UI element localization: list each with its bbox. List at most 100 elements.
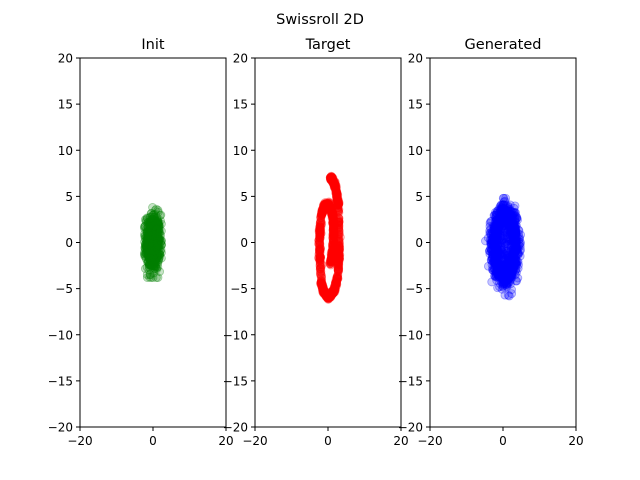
- scatter-point: [333, 259, 343, 268]
- scatter-point: [509, 254, 519, 263]
- scatter-point: [334, 240, 344, 250]
- scatter-point: [492, 257, 502, 267]
- scatter-point: [151, 240, 161, 250]
- scatter-point: [504, 264, 514, 273]
- scatter-point: [151, 217, 161, 227]
- scatter-point: [143, 245, 153, 255]
- scatter-point: [490, 229, 500, 239]
- scatter-point: [334, 251, 344, 261]
- scatter-point: [486, 240, 496, 250]
- scatter-point: [488, 249, 498, 259]
- scatter-point: [319, 201, 328, 211]
- scatter-point: [318, 285, 328, 294]
- scatter-point: [149, 247, 159, 257]
- scatter-point: [511, 234, 521, 244]
- scatter-point: [326, 173, 336, 183]
- scatter-point: [492, 243, 501, 252]
- scatter-point: [150, 237, 160, 247]
- y-tick-label: −10: [398, 328, 423, 342]
- scatter-point: [508, 234, 518, 244]
- scatter-point: [147, 217, 157, 227]
- scatter-point: [148, 214, 157, 224]
- scatter-point: [321, 203, 330, 213]
- scatter-point: [322, 200, 332, 210]
- scatter-point: [145, 222, 155, 232]
- scatter-point: [492, 268, 501, 278]
- scatter-point: [144, 253, 154, 263]
- scatter-point: [329, 288, 339, 298]
- scatter-point: [332, 274, 342, 284]
- scatter-point: [148, 233, 158, 243]
- scatter-point: [326, 255, 335, 265]
- scatter-point: [505, 255, 515, 265]
- x-tick-label: 0: [499, 434, 507, 448]
- scatter-point: [147, 208, 156, 218]
- scatter-point: [333, 256, 343, 266]
- scatter-point: [485, 228, 495, 238]
- scatter-point: [318, 285, 328, 295]
- scatter-point: [319, 289, 329, 299]
- scatter-point: [328, 287, 338, 297]
- scatter-point: [318, 288, 328, 298]
- scatter-point: [334, 198, 344, 208]
- scatter-point: [145, 237, 155, 247]
- scatter-point: [327, 174, 336, 183]
- scatter-point: [144, 231, 153, 241]
- scatter-point: [496, 212, 506, 222]
- scatter-point: [315, 233, 325, 243]
- scatter-point: [325, 198, 335, 208]
- scatter-point: [498, 268, 507, 278]
- scatter-point: [327, 289, 337, 299]
- scatter-point: [331, 186, 341, 195]
- scatter-point: [330, 181, 340, 191]
- scatter-point: [317, 278, 327, 288]
- scatter-point: [509, 245, 518, 255]
- scatter-point: [326, 292, 336, 302]
- scatter-point: [153, 217, 163, 227]
- scatter-point: [332, 187, 342, 197]
- scatter-point: [328, 245, 337, 255]
- scatter-point: [314, 245, 324, 255]
- scatter-point: [153, 232, 163, 242]
- scatter-point: [155, 241, 164, 251]
- scatter-point: [489, 253, 498, 263]
- scatter-point: [146, 247, 156, 257]
- scatter-point: [144, 251, 153, 261]
- scatter-point: [140, 249, 150, 259]
- scatter-point: [150, 244, 160, 254]
- scatter-point: [502, 228, 512, 237]
- scatter-point: [150, 226, 160, 236]
- scatter-point: [319, 202, 329, 212]
- scatter-point: [511, 237, 521, 247]
- scatter-point: [328, 219, 338, 228]
- scatter-point: [507, 223, 516, 233]
- scatter-point: [498, 210, 508, 220]
- scatter-point: [149, 259, 159, 269]
- scatter-point: [327, 256, 337, 265]
- scatter-point: [329, 231, 339, 241]
- scatter-point: [327, 174, 337, 184]
- scatter-point: [334, 217, 344, 227]
- scatter-point: [503, 221, 513, 230]
- scatter-point: [148, 236, 158, 245]
- scatter-point: [327, 172, 336, 182]
- scatter-point: [326, 173, 336, 182]
- scatter-point: [326, 204, 335, 214]
- scatter-point: [317, 271, 327, 280]
- scatter-point: [145, 213, 155, 222]
- scatter-point: [488, 228, 498, 238]
- scatter-point: [150, 252, 160, 262]
- scatter-point: [512, 213, 522, 223]
- scatter-point: [486, 239, 495, 249]
- scatter-point: [334, 241, 344, 250]
- scatter-point: [316, 264, 325, 274]
- scatter-point: [144, 230, 154, 240]
- scatter-point: [488, 263, 498, 273]
- scatter-point: [511, 214, 520, 224]
- scatter-point: [498, 261, 508, 271]
- scatter-point: [149, 216, 159, 226]
- scatter-point: [149, 251, 158, 261]
- scatter-point: [328, 240, 338, 250]
- scatter-point: [330, 278, 340, 288]
- scatter-point: [329, 227, 339, 237]
